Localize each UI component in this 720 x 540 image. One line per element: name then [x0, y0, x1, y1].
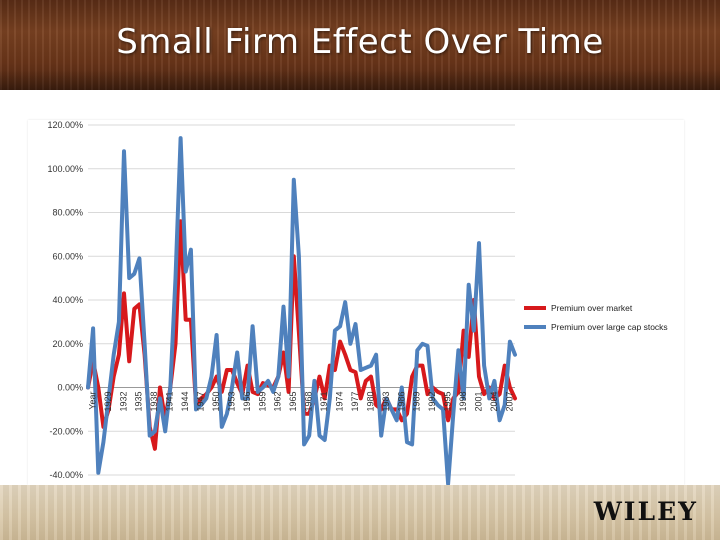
x-tick-label: 1974 — [334, 392, 344, 412]
x-tick-label: 1962 — [273, 392, 283, 412]
y-axis-ticks: -40.00% -20.00% 0.00% 20.00% 40.00% 60.00% 80.… — [47, 120, 83, 480]
y-tick-label: 80.00% — [52, 208, 83, 218]
x-tick-label: 1947 — [195, 392, 205, 412]
x-tick-label: 1968 — [304, 392, 314, 412]
series-line-premium-over-large-cap — [86, 136, 517, 486]
x-tick-label: 2004 — [489, 392, 499, 412]
x-tick-label: 1989 — [412, 392, 422, 412]
x-tick-label: 1944 — [180, 392, 190, 412]
y-tick-label: 40.00% — [52, 295, 83, 305]
x-tick-label: 2001 — [473, 392, 483, 412]
x-tick-label: 1953 — [226, 392, 236, 412]
x-tick-label: 1965 — [288, 392, 298, 412]
x-tick-label: 1995 — [443, 392, 453, 412]
legend-label: Premium over market — [551, 303, 633, 313]
y-tick-label: 100.00% — [47, 164, 83, 174]
chart-panel: -40.00% -20.00% 0.00% 20.00% 40.00% 60.00% 80.… — [28, 120, 684, 486]
paper-texture — [0, 485, 720, 540]
wood-texture — [0, 0, 720, 90]
x-tick-label: 1941 — [165, 392, 175, 412]
header-shadow — [0, 70, 720, 90]
slide-header: Small Firm Effect Over Time — [0, 0, 720, 90]
x-axis-ticks: Year 1929 1932 1935 1938 1941 1944 1947 1950 1953… — [87, 392, 514, 412]
x-tick-label: 1932 — [118, 392, 128, 412]
y-tick-label: 0.00% — [57, 383, 83, 393]
slide-footer: WILEY — [0, 485, 720, 540]
x-tick-label: 1935 — [134, 392, 144, 412]
series-lines — [86, 136, 517, 486]
x-tick-label: 1959 — [257, 392, 267, 412]
y-tick-label: -40.00% — [49, 470, 83, 480]
x-tick-label: 1983 — [381, 392, 391, 412]
legend-label: Premium over large cap stocks — [551, 322, 668, 332]
x-tick-label: 1986 — [396, 392, 406, 412]
x-tick-label: Year — [87, 392, 97, 410]
x-tick-label: 2007 — [504, 392, 514, 412]
x-tick-label: 1977 — [350, 392, 360, 412]
chart-legend: Premium over market Premium over large ca… — [524, 303, 668, 332]
y-tick-label: -20.00% — [49, 426, 83, 436]
x-tick-label: 1980 — [365, 392, 375, 412]
line-chart: -40.00% -20.00% 0.00% 20.00% 40.00% 60.00% 80.… — [47, 120, 668, 486]
x-tick-label: 1938 — [149, 392, 159, 412]
y-tick-label: 20.00% — [52, 339, 83, 349]
wiley-logo: WILEY — [593, 497, 698, 526]
y-tick-label: 120.00% — [47, 120, 83, 130]
x-tick-label: 1998 — [458, 392, 468, 412]
x-tick-label: 1950 — [211, 392, 221, 412]
x-tick-label: 1992 — [427, 392, 437, 412]
x-tick-label: 1956 — [242, 392, 252, 412]
x-tick-label: 1971 — [319, 392, 329, 412]
y-tick-label: 60.00% — [52, 251, 83, 261]
slide-title: Small Firm Effect Over Time — [116, 22, 604, 62]
x-tick-label: 1929 — [103, 392, 113, 412]
